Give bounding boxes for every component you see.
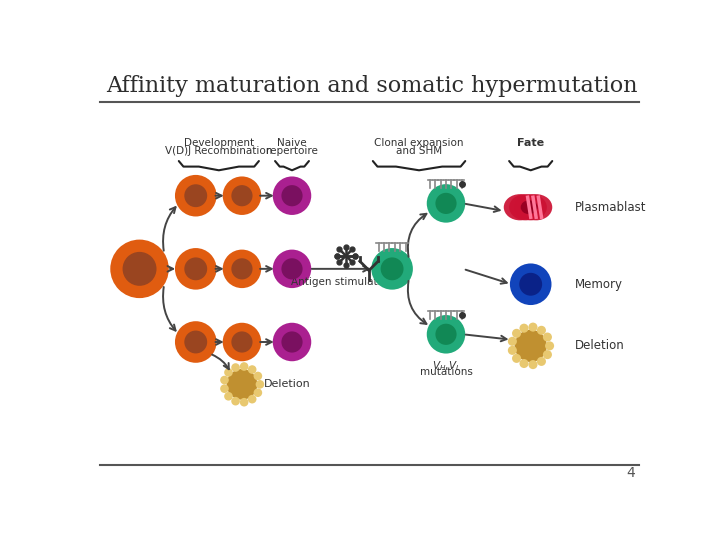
Ellipse shape <box>282 258 302 279</box>
Text: Plasmablast: Plasmablast <box>575 201 646 214</box>
Ellipse shape <box>427 315 465 354</box>
Text: $V_H$,$V_L$: $V_H$,$V_L$ <box>431 359 460 373</box>
Circle shape <box>253 372 262 380</box>
Circle shape <box>240 362 248 371</box>
Circle shape <box>253 388 262 397</box>
Circle shape <box>528 360 538 369</box>
Circle shape <box>248 365 256 374</box>
Circle shape <box>231 363 240 372</box>
Circle shape <box>508 346 517 355</box>
Text: Fate: Fate <box>517 138 544 148</box>
Ellipse shape <box>427 184 465 222</box>
Circle shape <box>224 392 233 401</box>
Ellipse shape <box>231 185 253 206</box>
Circle shape <box>537 357 546 366</box>
Ellipse shape <box>504 194 536 220</box>
Ellipse shape <box>282 185 302 206</box>
Circle shape <box>220 376 229 384</box>
Ellipse shape <box>521 200 538 214</box>
Circle shape <box>231 397 240 406</box>
Ellipse shape <box>519 273 542 296</box>
Circle shape <box>545 341 554 350</box>
Circle shape <box>543 333 552 342</box>
Ellipse shape <box>436 193 456 214</box>
Text: Naive: Naive <box>277 138 307 148</box>
Ellipse shape <box>175 248 217 289</box>
Text: V(D)J Recombination: V(D)J Recombination <box>165 146 273 156</box>
Ellipse shape <box>273 249 311 288</box>
Circle shape <box>519 323 528 333</box>
Circle shape <box>515 330 547 362</box>
Ellipse shape <box>231 332 253 353</box>
Circle shape <box>537 326 546 335</box>
Circle shape <box>512 329 521 338</box>
Text: Development: Development <box>184 138 254 148</box>
Ellipse shape <box>515 194 547 220</box>
Circle shape <box>512 354 521 363</box>
Circle shape <box>528 322 538 332</box>
Ellipse shape <box>184 330 207 354</box>
Text: repertoire: repertoire <box>266 146 318 156</box>
Ellipse shape <box>372 248 413 289</box>
Circle shape <box>248 395 256 403</box>
Text: Clonal expansion: Clonal expansion <box>374 138 464 148</box>
Circle shape <box>220 384 229 393</box>
Ellipse shape <box>175 321 217 363</box>
Ellipse shape <box>231 258 253 279</box>
Ellipse shape <box>184 258 207 280</box>
Ellipse shape <box>175 175 217 217</box>
Ellipse shape <box>381 258 403 280</box>
Ellipse shape <box>273 177 311 215</box>
Text: Deletion: Deletion <box>264 379 310 389</box>
Ellipse shape <box>122 252 156 286</box>
Circle shape <box>227 369 257 400</box>
Ellipse shape <box>510 264 552 305</box>
Ellipse shape <box>436 323 456 345</box>
Text: and SHM: and SHM <box>396 146 442 156</box>
Ellipse shape <box>509 194 541 220</box>
Ellipse shape <box>222 177 261 215</box>
Text: Memory: Memory <box>575 278 623 291</box>
Text: Deletion: Deletion <box>575 339 624 353</box>
Text: mutations: mutations <box>420 367 472 376</box>
Text: Affinity maturation and somatic hypermutation: Affinity maturation and somatic hypermut… <box>106 76 637 97</box>
Ellipse shape <box>222 249 261 288</box>
Circle shape <box>224 368 233 377</box>
Ellipse shape <box>282 332 302 353</box>
Ellipse shape <box>222 323 261 361</box>
Ellipse shape <box>184 184 207 207</box>
Circle shape <box>543 350 552 359</box>
Ellipse shape <box>520 194 552 220</box>
Ellipse shape <box>273 323 311 361</box>
Text: Antigen stimulation: Antigen stimulation <box>291 276 393 287</box>
Ellipse shape <box>110 240 168 298</box>
Circle shape <box>256 380 264 389</box>
Circle shape <box>240 398 248 407</box>
Circle shape <box>508 337 517 346</box>
Text: 4: 4 <box>626 466 634 480</box>
Circle shape <box>519 359 528 368</box>
